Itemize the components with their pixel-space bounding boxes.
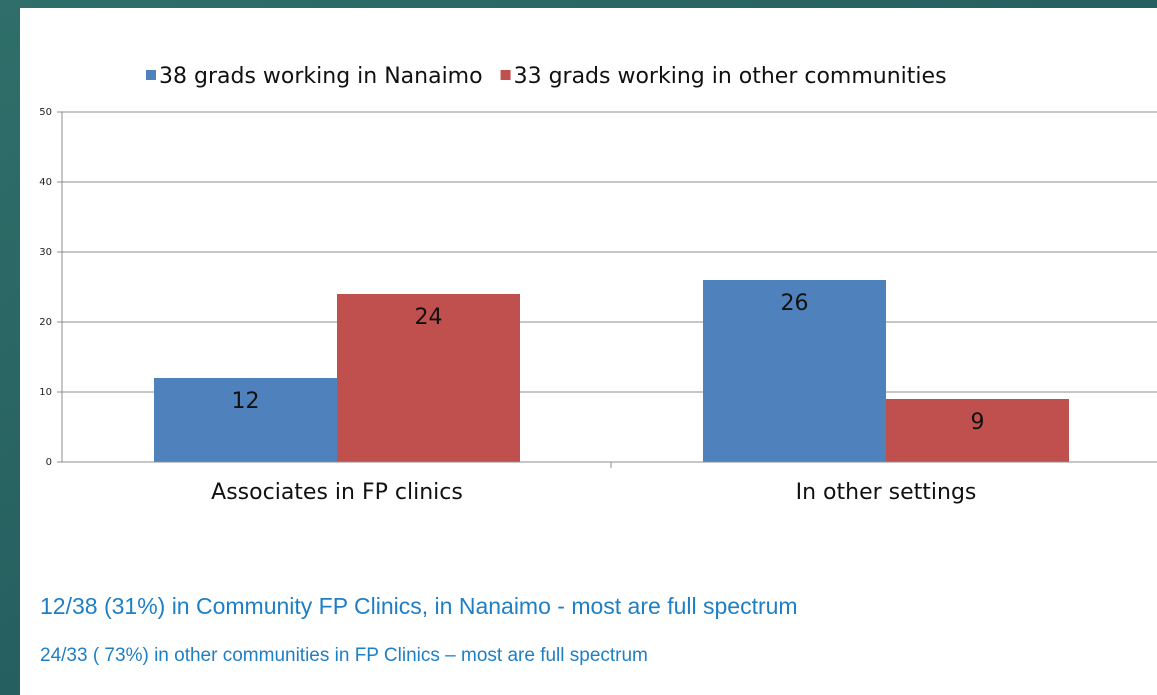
bar	[337, 294, 520, 462]
bar	[886, 399, 1069, 462]
chart: 0 10 20 30 40 50 Associates in FP clinics 12 24 I…	[39, 64, 1157, 666]
y-tick-label: 40	[39, 177, 52, 188]
y-tick-label: 20	[39, 317, 52, 328]
legend-label: 33 grads working in other communities	[514, 64, 947, 89]
data-label: 9	[971, 410, 985, 435]
slide-body	[20, 8, 1157, 695]
x-tick-label: Associates in FP clinics	[211, 480, 463, 505]
legend-swatch	[146, 70, 156, 80]
data-label: 12	[232, 389, 260, 414]
annotation: 12/38 (31%) in Community FP Clinics, in …	[40, 593, 798, 619]
data-label: 26	[781, 291, 809, 316]
bar	[154, 378, 337, 462]
x-tick-label: In other settings	[796, 480, 977, 505]
bar	[703, 280, 886, 462]
y-tick-label: 50	[39, 107, 52, 118]
annotation: 24/33 ( 73%) in other communities in FP …	[40, 645, 648, 666]
y-tick-label: 10	[39, 387, 52, 398]
data-label: 24	[415, 305, 443, 330]
y-tick-label: 30	[39, 247, 52, 258]
legend-label: 38 grads working in Nanaimo	[159, 64, 483, 89]
legend-swatch	[500, 70, 511, 80]
y-tick-label: 0	[46, 457, 52, 468]
